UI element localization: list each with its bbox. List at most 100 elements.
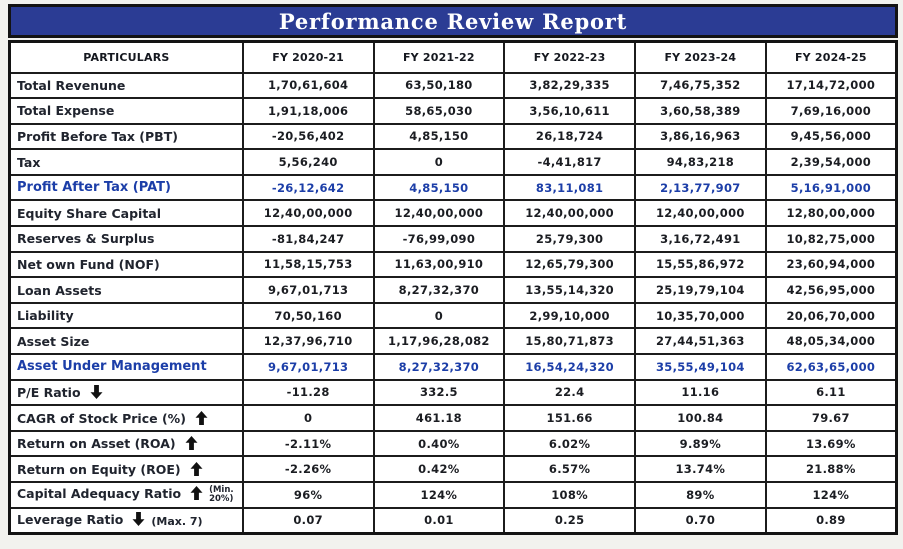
cell: 5,16,91,000 [764, 173, 898, 202]
row-label-text: Net own Fund (NOF) [17, 256, 160, 272]
report-title-bar: Performance Review Report [8, 4, 898, 38]
table-row-profit-after-tax-pat: Profit After Tax (PAT) -26,12,642 4,85,150… [8, 173, 898, 202]
row-label: Leverage Ratio (Max. 7) [8, 506, 244, 535]
row-label-text: CAGR of Stock Price (%) [17, 410, 186, 426]
cell: 0.25 [503, 506, 636, 535]
cell: 12,40,00,000 [633, 199, 767, 228]
cell: 108% [503, 481, 636, 509]
table-row-profit-before-tax-pbt: Profit Before Tax (PBT) -20,56,402 4,85,15… [8, 122, 898, 151]
cell: 0.40% [372, 429, 506, 458]
cell: 58,65,030 [372, 97, 506, 125]
row-label-text: Profit After Tax (PAT) [17, 180, 171, 196]
cell: -26,12,642 [241, 173, 375, 202]
cell: 15,80,71,873 [503, 327, 636, 356]
cell: 1,17,96,28,082 [372, 327, 506, 356]
cell: 0 [372, 148, 506, 176]
down-arrow-icon [90, 384, 103, 399]
cell: 1,91,18,006 [241, 97, 375, 125]
cell: 12,40,00,000 [372, 199, 506, 228]
cell: 9,45,56,000 [764, 122, 898, 151]
cell: 6.02% [503, 429, 636, 458]
cell: 3,86,16,963 [633, 122, 767, 151]
cell: 0.70 [633, 506, 767, 535]
row-label: Total Revenune [8, 71, 244, 100]
cell: 83,11,081 [503, 173, 636, 202]
up-arrow-icon [195, 410, 208, 425]
row-label-text: Profit Before Tax (PBT) [17, 128, 178, 144]
row-label: Profit After Tax (PAT) [8, 173, 244, 202]
table-row-leverage-ratio: Leverage Ratio (Max. 7) 0.07 0.01 0.25 0.70 0.… [8, 506, 898, 535]
row-label: Reserves & Surplus [8, 225, 244, 253]
cell: 62,63,65,000 [764, 353, 898, 381]
cell: -76,99,090 [372, 225, 506, 253]
column-header-fy-2022-23: FY 2022-23 [503, 40, 636, 74]
cell: 10,82,75,000 [764, 225, 898, 253]
table-row-tax: Tax 5,56,240 0 -4,41,817 94,83,218 2,39,54,00… [8, 148, 898, 176]
row-label-text: Loan Assets [17, 282, 102, 298]
cell: 461.18 [372, 404, 506, 432]
cell: 35,55,49,104 [633, 353, 767, 381]
cell: 7,46,75,352 [633, 71, 767, 100]
cell: 63,50,180 [372, 71, 506, 100]
row-note: (Min. 20%) [209, 485, 234, 504]
cell: 2,39,54,000 [764, 148, 898, 176]
row-label-text: Leverage Ratio [17, 512, 124, 528]
cell: -4,41,817 [503, 148, 636, 176]
cell: 16,54,24,320 [503, 353, 636, 381]
cell: 124% [372, 481, 506, 509]
cell: -20,56,402 [241, 122, 375, 151]
cell: 10,35,70,000 [633, 301, 767, 330]
column-header-fy-2020-21: FY 2020-21 [241, 40, 375, 74]
table-row-asset-size: Asset Size 12,37,96,710 1,17,96,28,082 15,8… [8, 327, 898, 356]
table-row-cagr-of-stock-price: CAGR of Stock Price (%) 0 461.18 151.66 100.… [8, 404, 898, 432]
column-header-fy-2024-25: FY 2024-25 [764, 40, 898, 74]
cell: 12,40,00,000 [241, 199, 375, 228]
column-header-fy-2023-24: FY 2023-24 [633, 40, 767, 74]
row-label-text: Equity Share Capital [17, 205, 162, 221]
row-label-text: Reserves & Surplus [17, 231, 155, 247]
cell: 89% [633, 481, 767, 509]
cell: 96% [241, 481, 375, 509]
cell: 48,05,34,000 [764, 327, 898, 356]
row-label-text: Asset Size [17, 333, 90, 349]
cell: 4,85,150 [372, 122, 506, 151]
row-label: Profit Before Tax (PBT) [8, 122, 244, 151]
cell: 151.66 [503, 404, 636, 432]
column-header-fy-2021-22: FY 2021-22 [372, 40, 506, 74]
cell: 9.89% [633, 429, 767, 458]
row-label-text: P/E Ratio [17, 384, 81, 400]
cell: 42,56,95,000 [764, 276, 898, 304]
table-row-total-revenune: Total Revenune 1,70,61,604 63,50,180 3,82,2… [8, 71, 898, 100]
table-row-p-e-ratio: P/E Ratio -11.28 332.5 22.4 11.16 6.11 [8, 378, 898, 407]
row-label: Total Expense [8, 97, 244, 125]
cell: 13.69% [764, 429, 898, 458]
column-header-particulars: PARTICULARS [8, 40, 244, 74]
cell: 1,70,61,604 [241, 71, 375, 100]
row-label: Loan Assets [8, 276, 244, 304]
row-label-text: Total Revenune [17, 77, 126, 93]
up-arrow-icon [190, 461, 203, 476]
cell: -2.11% [241, 429, 375, 458]
cell: 13,55,14,320 [503, 276, 636, 304]
cell: -11.28 [241, 378, 375, 407]
table-row-return-on-asset-roa: Return on Asset (ROA) -2.11% 0.40% 6.02% 9.8… [8, 429, 898, 458]
cell: 9,67,01,713 [241, 353, 375, 381]
row-label: Asset Size [8, 327, 244, 356]
cell: 79.67 [764, 404, 898, 432]
cell: 12,65,79,300 [503, 250, 636, 279]
row-label-text: Capital Adequacy Ratio [17, 486, 182, 502]
cell: -2.26% [241, 455, 375, 483]
cell: 0.01 [372, 506, 506, 535]
cell: 2,13,77,907 [633, 173, 767, 202]
cell: 8,27,32,370 [372, 353, 506, 381]
row-note: (Max. 7) [151, 515, 203, 529]
row-label: Return on Equity (ROE) [8, 455, 244, 483]
cell: 0 [372, 301, 506, 330]
cell: 6.11 [764, 378, 898, 407]
cell: 0 [241, 404, 375, 432]
cell: 3,60,58,389 [633, 97, 767, 125]
table-row-reserves-surplus: Reserves & Surplus -81,84,247 -76,99,090 25… [8, 225, 898, 253]
report-page: Performance Review Report PARTICULARS FY … [8, 4, 898, 535]
cell: 3,82,29,335 [503, 71, 636, 100]
cell: 12,37,96,710 [241, 327, 375, 356]
